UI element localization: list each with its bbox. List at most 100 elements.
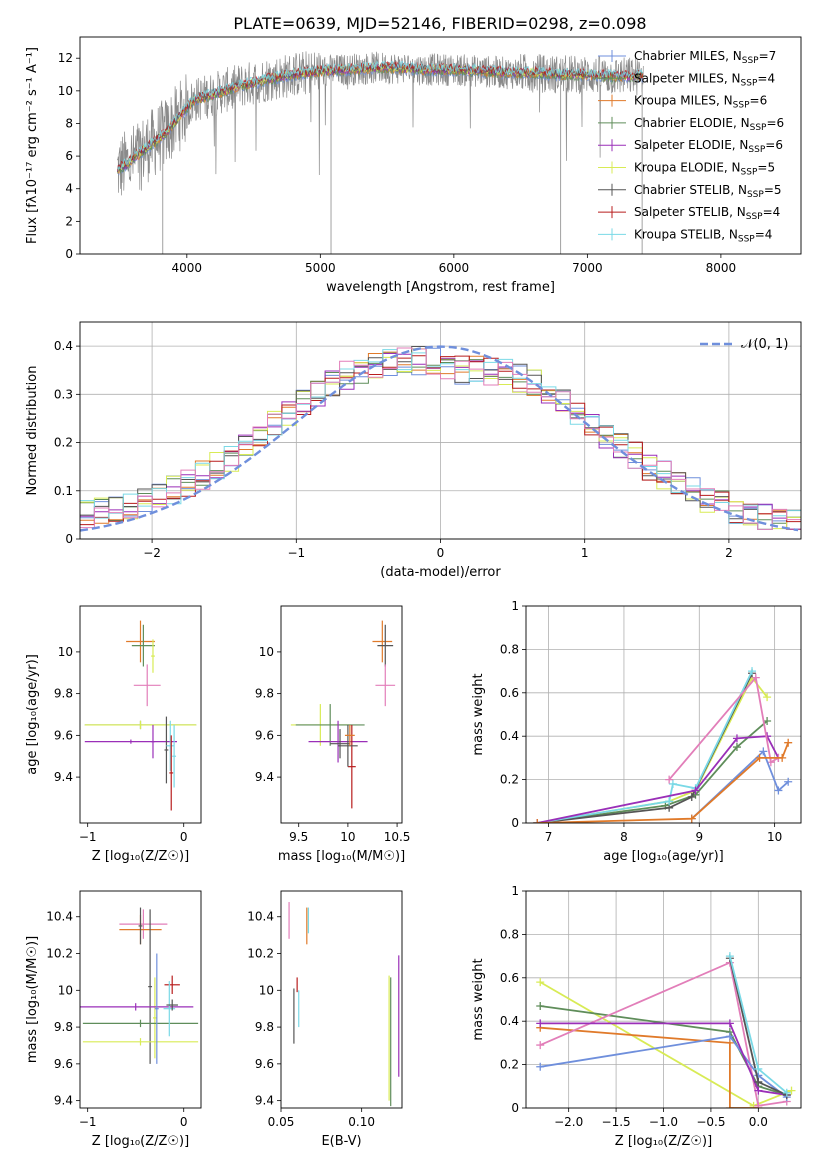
series-point <box>787 1086 796 1095</box>
series-point <box>725 1032 734 1041</box>
y-tick-label: 9.8 <box>54 1020 73 1034</box>
axes-frame <box>280 605 403 824</box>
y-tick-label: 0.2 <box>500 1058 519 1072</box>
y-axis-label: mass weight <box>471 673 486 755</box>
histogram-step <box>80 347 801 530</box>
x-tick-label: 7 <box>545 830 553 844</box>
series-point <box>782 1088 791 1097</box>
y-tick-label: 10.4 <box>247 910 274 924</box>
legend-label: Salpeter ELODIE, NSSP=6 <box>634 138 783 155</box>
legend-label-sub: SSP <box>738 234 755 244</box>
y-tick-label: 9.8 <box>54 687 73 701</box>
series-point <box>754 1101 763 1108</box>
y-tick-label: 9.6 <box>54 728 73 742</box>
chart-residuals: −2 −1 0 1 2 0 0.1 0.2 0.3 0.4 (data-model)/error No… <box>25 321 802 580</box>
x-tick-label: 0 <box>437 546 445 560</box>
legend-label: Chabrier STELIB, NSSP=5 <box>634 183 782 200</box>
axes-frame <box>79 890 202 1109</box>
series-line <box>540 1022 787 1096</box>
plot-area <box>290 620 396 809</box>
histogram-step <box>80 355 801 526</box>
series-point <box>533 819 542 823</box>
legend-label-main: Salpeter MILES, N <box>634 71 741 85</box>
legend-label-sub: SSP <box>742 56 759 66</box>
x-tick-label: 7000 <box>572 261 603 275</box>
axes-frame <box>79 321 802 540</box>
series-point <box>536 1041 545 1050</box>
x-tick-label: −1 <box>79 1115 97 1129</box>
y-tick-label: 0.4 <box>500 729 519 743</box>
x-tick-label: 1 <box>581 546 589 560</box>
axes-frame <box>280 890 403 1109</box>
series-point <box>536 978 545 987</box>
y-tick-label: 9.6 <box>54 1057 73 1071</box>
y-tick-label: 10 <box>58 983 73 997</box>
series-point <box>665 797 674 806</box>
x-tick-label: 0.10 <box>348 1115 375 1129</box>
x-tick-label: −1 <box>287 546 305 560</box>
y-tick-label: 0.1 <box>54 484 73 498</box>
x-axis-label: Z [log₁₀(Z/Z☉)] <box>92 1134 189 1149</box>
series-point <box>759 747 768 756</box>
y-tick-label: 0.6 <box>500 971 519 985</box>
legend-label-suffix: =5 <box>764 183 782 197</box>
x-tick-label: −1.5 <box>602 1115 631 1129</box>
x-axis-label: Z [log₁₀(Z/Z☉)] <box>615 1134 712 1149</box>
series-point <box>725 952 734 961</box>
plot-area <box>80 345 801 532</box>
legend-label-sub: SSP <box>748 145 765 155</box>
legend-label-main: Chabrier STELIB, N <box>634 183 747 197</box>
series-point <box>725 1019 734 1028</box>
series-point <box>665 775 674 784</box>
series-point <box>784 777 793 786</box>
plot-area <box>117 51 644 254</box>
legend-label: Kroupa MILES, NSSP=6 <box>634 94 767 111</box>
series-point <box>536 1062 545 1071</box>
y-tick-label: 9.8 <box>255 687 274 701</box>
y-axis-label: mass [log₁₀(M/M☉)] <box>25 936 40 1063</box>
legend-label-sub: SSP <box>741 78 758 88</box>
y-tick-label: 10 <box>58 645 73 659</box>
y-tick-label: 0 <box>511 1101 519 1115</box>
series-point <box>687 792 696 801</box>
x-tick-label: 0.0 <box>749 1115 768 1129</box>
x-tick-label: 10 <box>767 830 782 844</box>
x-tick-label: 5000 <box>305 261 336 275</box>
series-line <box>537 742 790 823</box>
y-tick-label: 12 <box>58 51 73 65</box>
y-tick-label: 6 <box>65 149 73 163</box>
series-line <box>691 749 789 820</box>
y-tick-label: 9.4 <box>255 770 274 784</box>
legend-label: 𝒩(0, 1) <box>741 337 788 352</box>
series-point <box>755 753 764 762</box>
series-point <box>732 734 741 743</box>
y-tick-label: 4 <box>65 182 73 196</box>
legend-label: Kroupa STELIB, NSSP=4 <box>634 227 772 244</box>
y-tick-label: 10 <box>259 645 274 659</box>
x-tick-label: 8 <box>620 830 628 844</box>
y-tick-label: 0.8 <box>500 927 519 941</box>
x-tick-label: 0 <box>180 1115 188 1129</box>
legend-label: Chabrier ELODIE, NSSP=6 <box>634 116 784 133</box>
y-tick-label: 10.2 <box>46 947 73 961</box>
y-tick-label: 10.4 <box>46 910 73 924</box>
legend-label: Chabrier MILES, NSSP=7 <box>634 49 776 66</box>
x-tick-label: −1.0 <box>649 1115 678 1129</box>
y-tick-label: 9.4 <box>54 770 73 784</box>
series-point <box>536 1019 545 1028</box>
x-axis-label: (data-model)/error <box>380 565 501 580</box>
axes-frame <box>525 605 802 824</box>
y-tick-label: 10 <box>58 84 73 98</box>
series-point <box>748 667 757 676</box>
axes-frame <box>525 890 802 1109</box>
series-point <box>668 779 677 788</box>
y-tick-label: 0.6 <box>500 686 519 700</box>
chart-age_vs_mass: 9.5 10 10.5 9.4 9.6 9.8 10 mass [log₁₀(M/M☉)] <box>255 605 410 864</box>
series-point <box>691 786 700 795</box>
x-tick-label: 9 <box>695 830 703 844</box>
axes-frame <box>79 36 802 255</box>
series-point <box>725 1104 734 1108</box>
plot-area <box>533 667 793 823</box>
histogram-step <box>80 349 801 530</box>
series-line <box>668 675 779 781</box>
